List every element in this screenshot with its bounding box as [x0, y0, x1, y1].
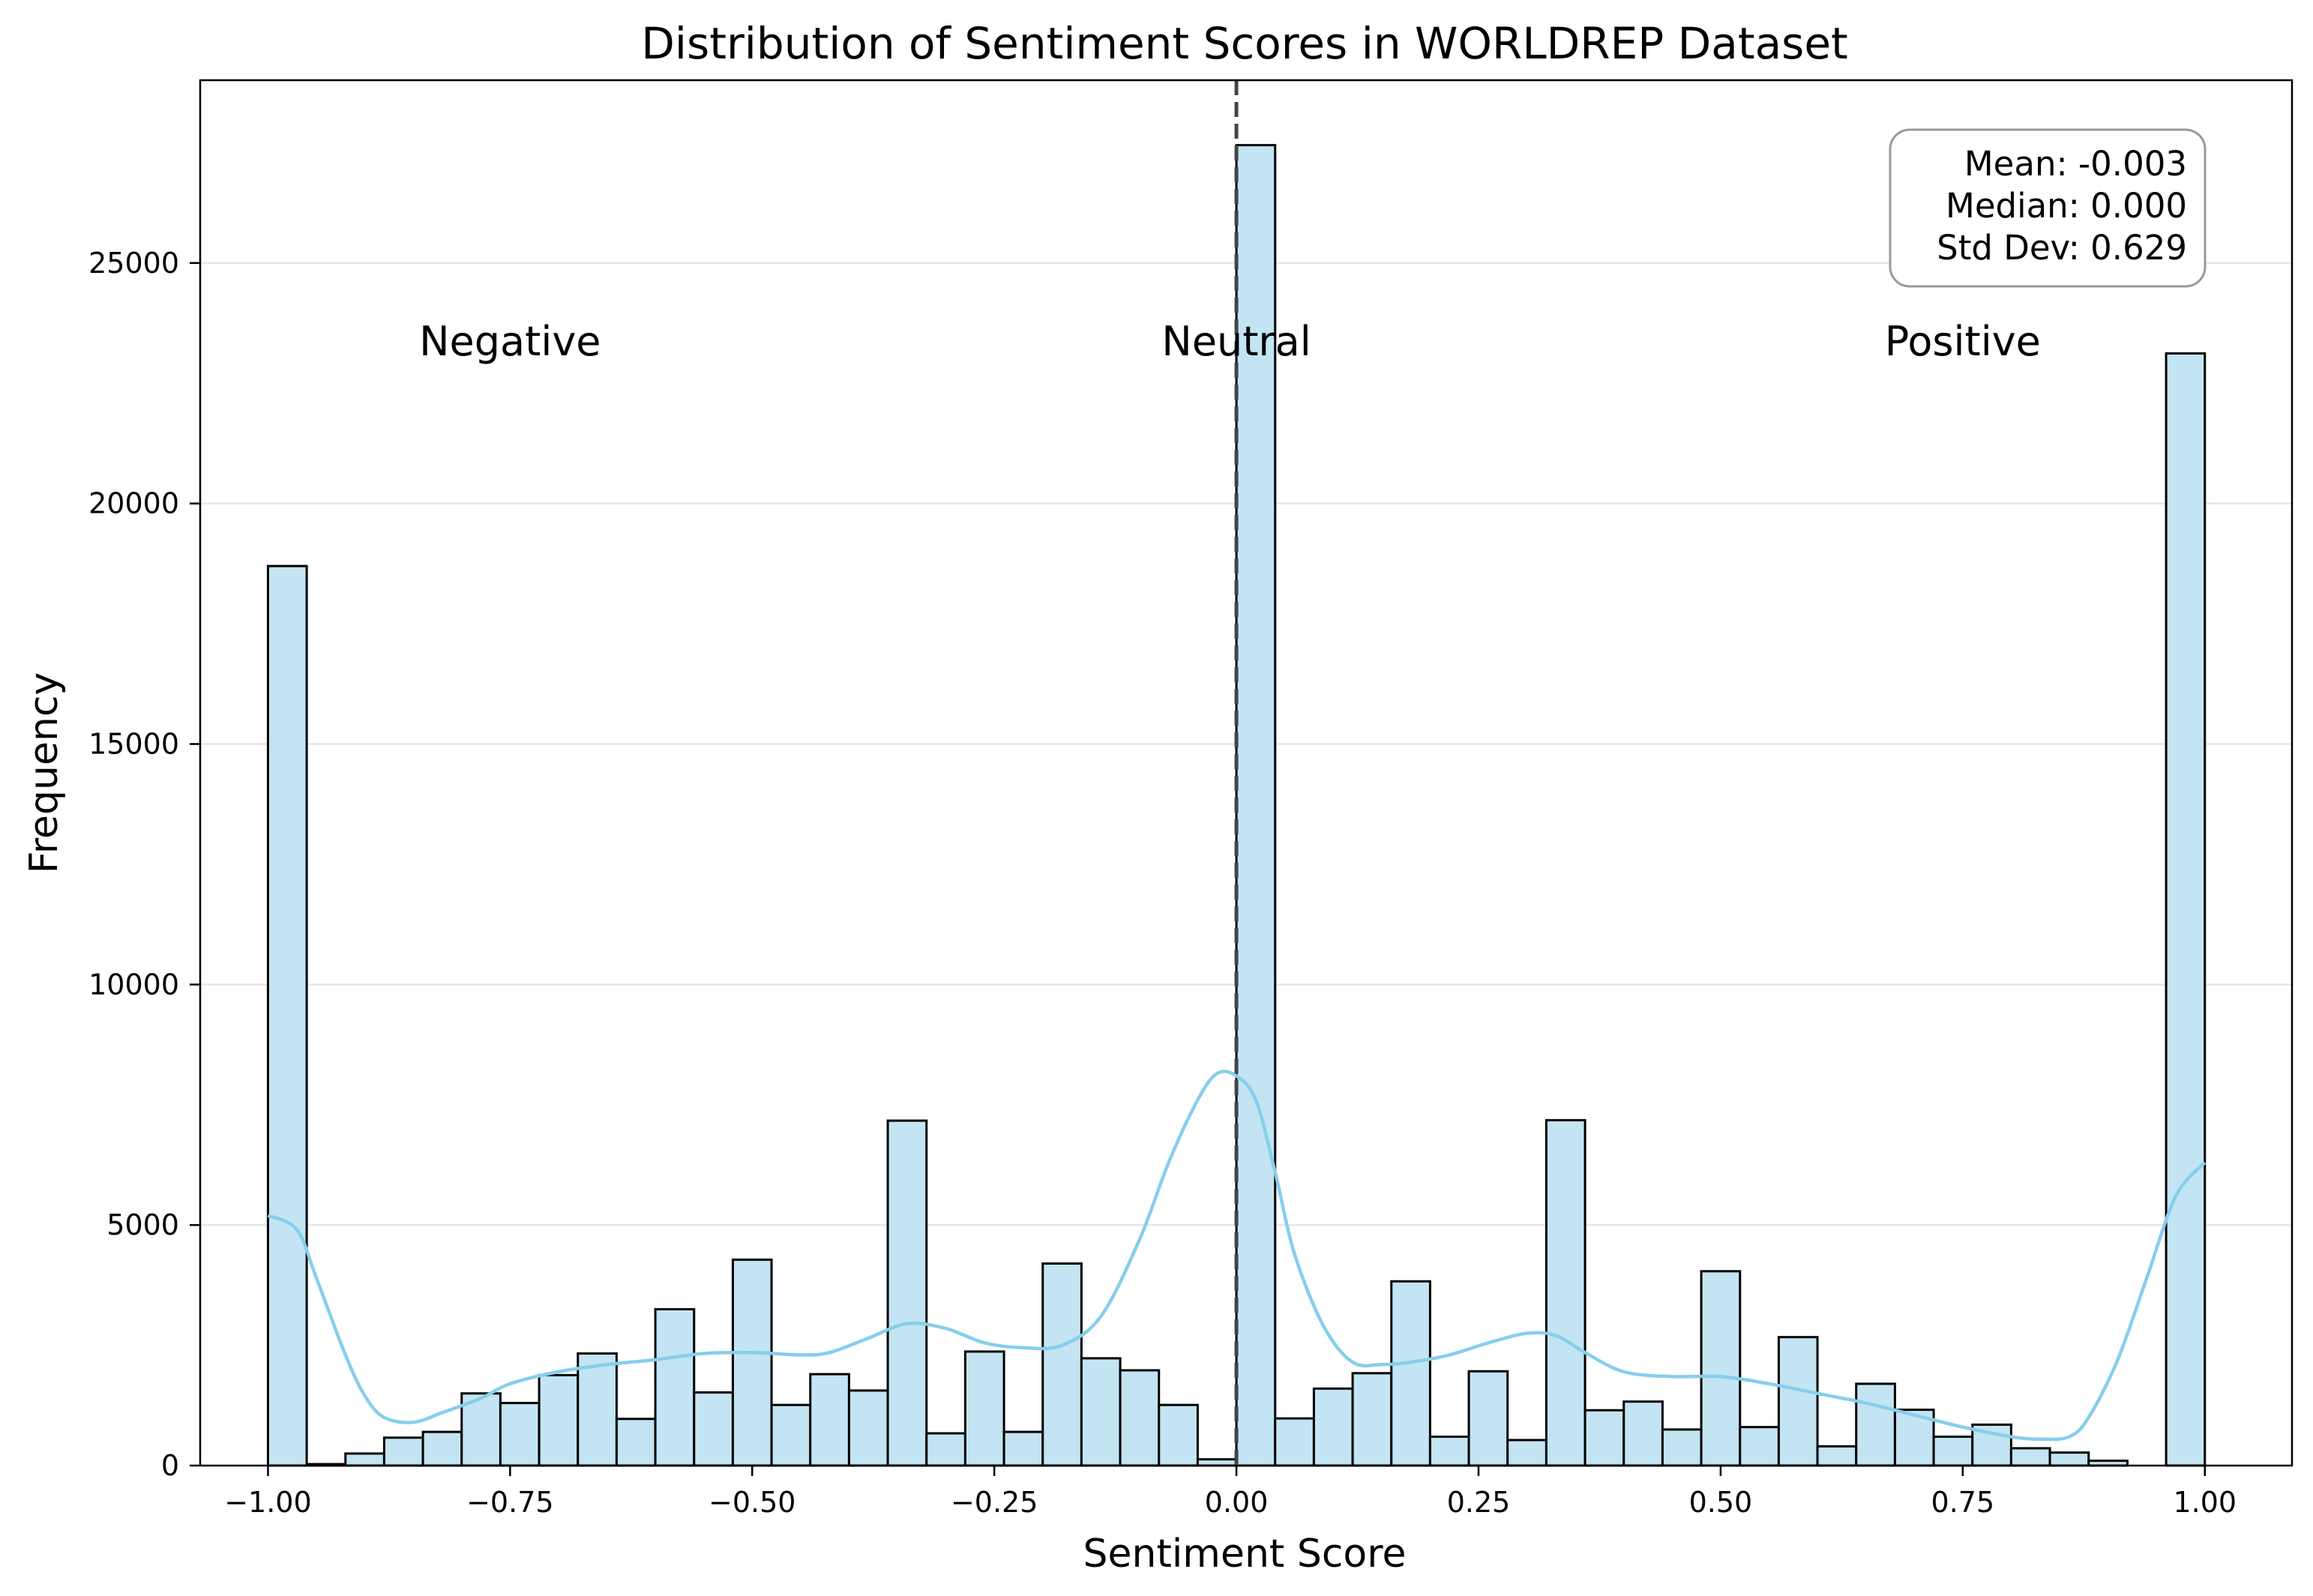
histogram-bar	[1932, 1436, 1974, 1467]
histogram-bar	[1351, 1372, 1393, 1467]
histogram-bar	[266, 564, 308, 1467]
histogram-bar	[1622, 1400, 1664, 1467]
stats-median: Median: 0.000	[1946, 186, 2187, 226]
histogram-bar	[847, 1389, 889, 1467]
region-label: Neutral	[1161, 318, 1311, 365]
histogram-bar	[1855, 1382, 1896, 1467]
x-tick-label: −0.25	[951, 1486, 1038, 1519]
y-tick-label: 10000	[88, 968, 179, 1001]
histogram-bar	[654, 1307, 696, 1467]
histogram-bar	[1119, 1369, 1161, 1467]
histogram-bar	[499, 1402, 541, 1467]
y-axis-ticks: 0 5000 10000 15000 20000 25000	[88, 247, 200, 1482]
x-tick-label: 1.00	[2173, 1486, 2237, 1519]
histogram-bar	[2009, 1447, 2051, 1467]
stats-std-dev: Std Dev: 0.629	[1937, 228, 2187, 268]
y-axis-label: Frequency	[22, 672, 67, 874]
histogram-bar	[538, 1373, 580, 1467]
histogram-bar	[577, 1352, 618, 1467]
x-tick-label: 0.50	[1689, 1486, 1753, 1519]
stats-box: Mean: -0.003 Median: 0.000 Std Dev: 0.62…	[1889, 128, 2207, 288]
x-tick-label: −0.50	[709, 1486, 795, 1519]
histogram-bar	[1002, 1430, 1044, 1467]
y-tick-label: 5000	[106, 1208, 179, 1241]
histogram-bar	[344, 1452, 385, 1467]
histogram-bar	[460, 1392, 502, 1467]
histogram-bar	[2048, 1451, 2090, 1467]
histogram-bar	[1274, 1417, 1315, 1467]
y-tick-label: 0	[161, 1449, 179, 1482]
histogram-bar	[809, 1373, 850, 1467]
histogram-bar	[1080, 1357, 1122, 1467]
region-label: Negative	[419, 318, 601, 365]
region-labels: Negative Neutral Positive	[419, 318, 2041, 365]
histogram-bar	[1428, 1436, 1470, 1467]
histogram-bar	[1041, 1262, 1083, 1467]
histogram-bar	[886, 1119, 928, 1467]
histogram-bar	[1583, 1409, 1625, 1467]
y-tick-label: 20000	[88, 487, 179, 520]
x-tick-label: −1.00	[224, 1486, 311, 1519]
x-tick-label: 0.75	[1931, 1486, 1995, 1519]
histogram-bar	[1506, 1439, 1547, 1467]
x-axis-label: Sentiment Score	[1083, 1532, 1407, 1577]
stats-box-frame	[1889, 128, 2207, 288]
histogram-bar	[1235, 144, 1277, 1467]
histogram-bar	[1700, 1270, 1742, 1467]
histogram-bar	[1816, 1445, 1858, 1467]
histogram-bar	[1739, 1426, 1780, 1467]
histogram-bar	[382, 1436, 424, 1467]
histogram-bar	[693, 1391, 734, 1467]
histogram-bar	[1777, 1336, 1819, 1467]
kde-curve	[267, 1069, 2207, 1442]
histogram-bar	[1390, 1280, 1431, 1467]
y-tick-label: 15000	[88, 728, 179, 761]
histogram-bar	[421, 1430, 463, 1467]
stats-mean: Mean: -0.003	[1964, 144, 2187, 184]
x-tick-label: −0.75	[466, 1486, 553, 1519]
histogram-bar	[963, 1350, 1005, 1467]
histogram-bar	[1158, 1403, 1199, 1467]
y-tick-label: 25000	[88, 247, 179, 280]
x-tick-label: 0.00	[1205, 1486, 1269, 1519]
chart-title: Distribution of Sentiment Scores in WORL…	[641, 18, 1848, 69]
x-axis-ticks: −1.00 −0.75 −0.50 −0.25 0.00 0.25 0.50 0.75 1.00	[224, 1466, 2237, 1519]
histogram-bar	[2165, 352, 2207, 1467]
histogram-bar	[615, 1418, 657, 1467]
histogram-bar	[1312, 1387, 1354, 1467]
plot-area-frame	[199, 79, 2294, 1467]
histogram-bar	[770, 1403, 812, 1467]
histogram-bar	[731, 1258, 773, 1467]
histogram-bar	[1467, 1370, 1509, 1467]
kde-layer	[267, 1069, 2207, 1442]
region-label: Positive	[1885, 318, 2041, 365]
histogram-bar	[1544, 1118, 1586, 1467]
x-tick-label: 0.25	[1447, 1486, 1511, 1519]
histogram-bar	[1661, 1428, 1703, 1467]
histogram-bar	[1196, 1458, 1238, 1467]
histogram-bar	[925, 1432, 966, 1467]
